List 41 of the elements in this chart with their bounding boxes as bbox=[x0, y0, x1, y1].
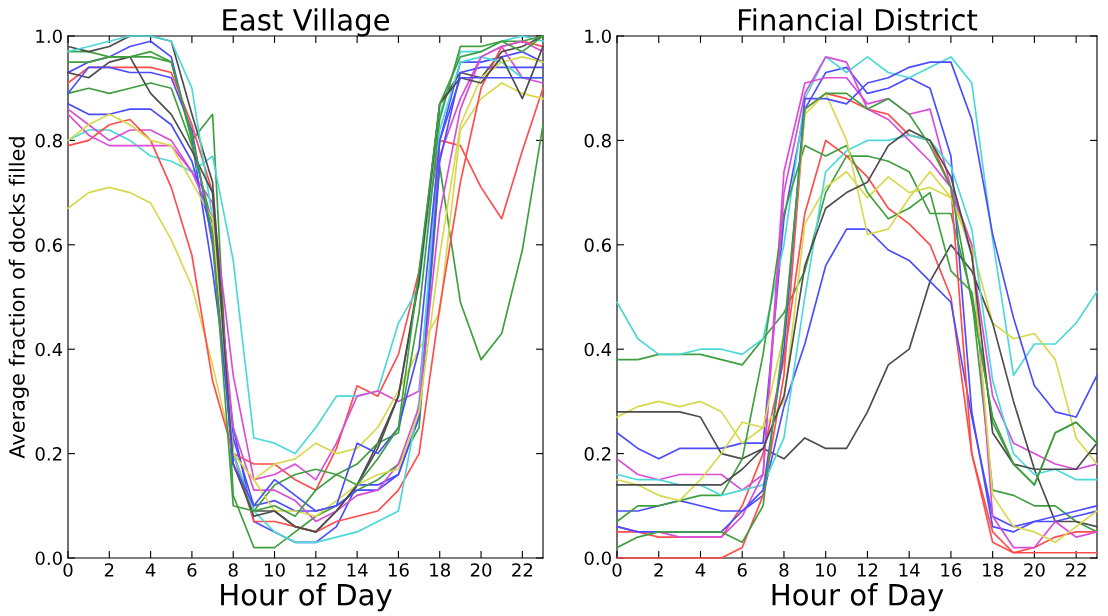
x-tick-label: 8 bbox=[228, 563, 238, 577]
x-tick-label: 4 bbox=[145, 563, 156, 577]
x-axis-title: Hour of Day bbox=[221, 583, 392, 612]
y-tick-label: 1.0 bbox=[585, 29, 611, 44]
x-tick-label: 0 bbox=[63, 563, 73, 577]
y-tick-label: 0.0 bbox=[584, 551, 611, 566]
y-axis-title: Average fraction of docks filled bbox=[8, 137, 29, 459]
x-tick-label: 2 bbox=[654, 563, 663, 577]
x-tick-label: 18 bbox=[983, 563, 1003, 577]
x-tick-label: 16 bbox=[388, 563, 409, 577]
x-tick-label: 10 bbox=[816, 563, 836, 577]
x-tick-label: 4 bbox=[695, 563, 706, 577]
x-tick-label: 12 bbox=[857, 563, 878, 577]
y-tick-label: 0.6 bbox=[584, 238, 611, 252]
y-tick-label: 0.2 bbox=[584, 447, 611, 461]
chart-title: East Village bbox=[223, 8, 390, 37]
x-tick-label: 6 bbox=[737, 563, 747, 577]
y-tick-label: 0.0 bbox=[35, 551, 62, 566]
x-tick-label: 20 bbox=[1024, 563, 1045, 577]
y-tick-label: 1.0 bbox=[36, 29, 62, 44]
chart-title: Financial District bbox=[738, 8, 978, 31]
x-tick-label: 12 bbox=[306, 563, 326, 577]
y-tick-label: 0.8 bbox=[584, 133, 611, 148]
x-tick-label: 20 bbox=[470, 563, 492, 577]
x-tick-label: 14 bbox=[347, 563, 368, 577]
x-tick-label: 0 bbox=[612, 563, 622, 577]
x-tick-label: 16 bbox=[941, 563, 962, 577]
y-tick-label: 0.4 bbox=[35, 342, 63, 357]
y-tick-label: 0.8 bbox=[35, 133, 62, 148]
x-tick-label: 14 bbox=[899, 563, 920, 577]
x-tick-label: 18 bbox=[430, 563, 450, 577]
x-tick-label: 10 bbox=[265, 563, 285, 577]
x-tick-label: 6 bbox=[187, 563, 197, 577]
y-tick-label: 0.4 bbox=[584, 342, 612, 357]
x-tick-label: 22 bbox=[512, 563, 533, 577]
y-tick-label: 0.6 bbox=[35, 238, 62, 252]
x-axis-title: Hour of Day bbox=[772, 583, 944, 612]
y-tick-label: 0.2 bbox=[35, 447, 62, 461]
x-tick-label: 2 bbox=[104, 563, 114, 577]
x-tick-label: 22 bbox=[1065, 563, 1086, 577]
x-tick-label: 8 bbox=[779, 563, 789, 577]
